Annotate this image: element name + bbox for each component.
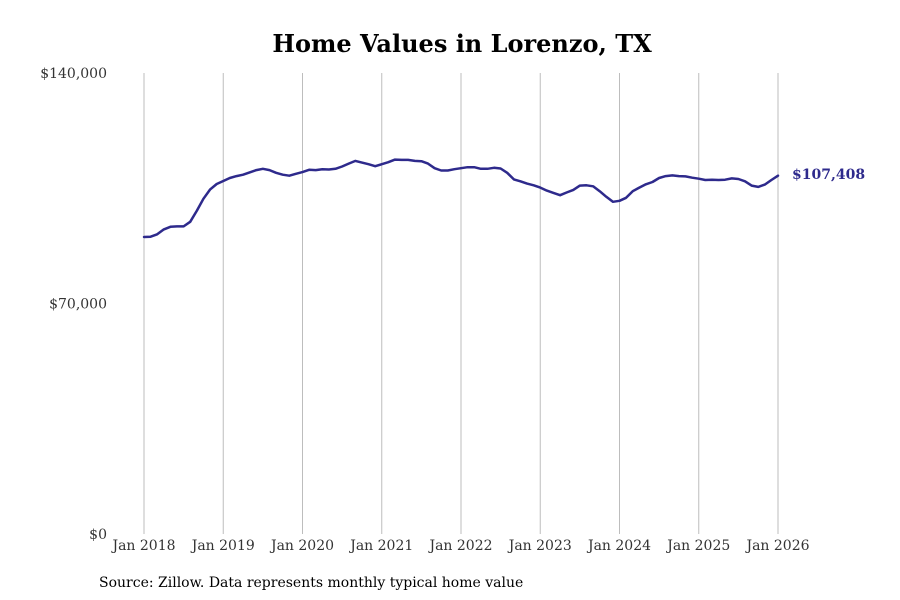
series-line (142, 158, 780, 239)
x-tick-label: Jan 2025 (665, 538, 730, 554)
chart-title: Home Values in Lorenzo, TX (272, 29, 652, 58)
x-tick-label: Jan 2022 (427, 538, 492, 554)
y-tick-label: $0 (89, 527, 107, 543)
x-tick-label: Jan 2018 (110, 538, 175, 554)
x-tick-label: Jan 2026 (744, 538, 809, 554)
x-tick-label: Jan 2023 (507, 538, 572, 554)
y-axis: $0 $70,000 $140,000 (40, 66, 107, 543)
x-tick-label: Jan 2021 (348, 538, 413, 554)
y-tick-label: $70,000 (49, 297, 107, 313)
y-tick-label: $140,000 (40, 66, 107, 82)
x-axis: Jan 2018 Jan 2019 Jan 2020 Jan 2021 Jan 2022… (110, 538, 809, 554)
x-tick-label: Jan 2020 (269, 538, 334, 554)
x-tick-label: Jan 2024 (586, 538, 651, 554)
x-tick-label: Jan 2019 (190, 538, 255, 554)
grid (143, 73, 779, 534)
end-value-label: $107,408 (792, 167, 865, 183)
series (142, 158, 780, 239)
source-note: Source: Zillow. Data represents monthly … (99, 575, 523, 591)
